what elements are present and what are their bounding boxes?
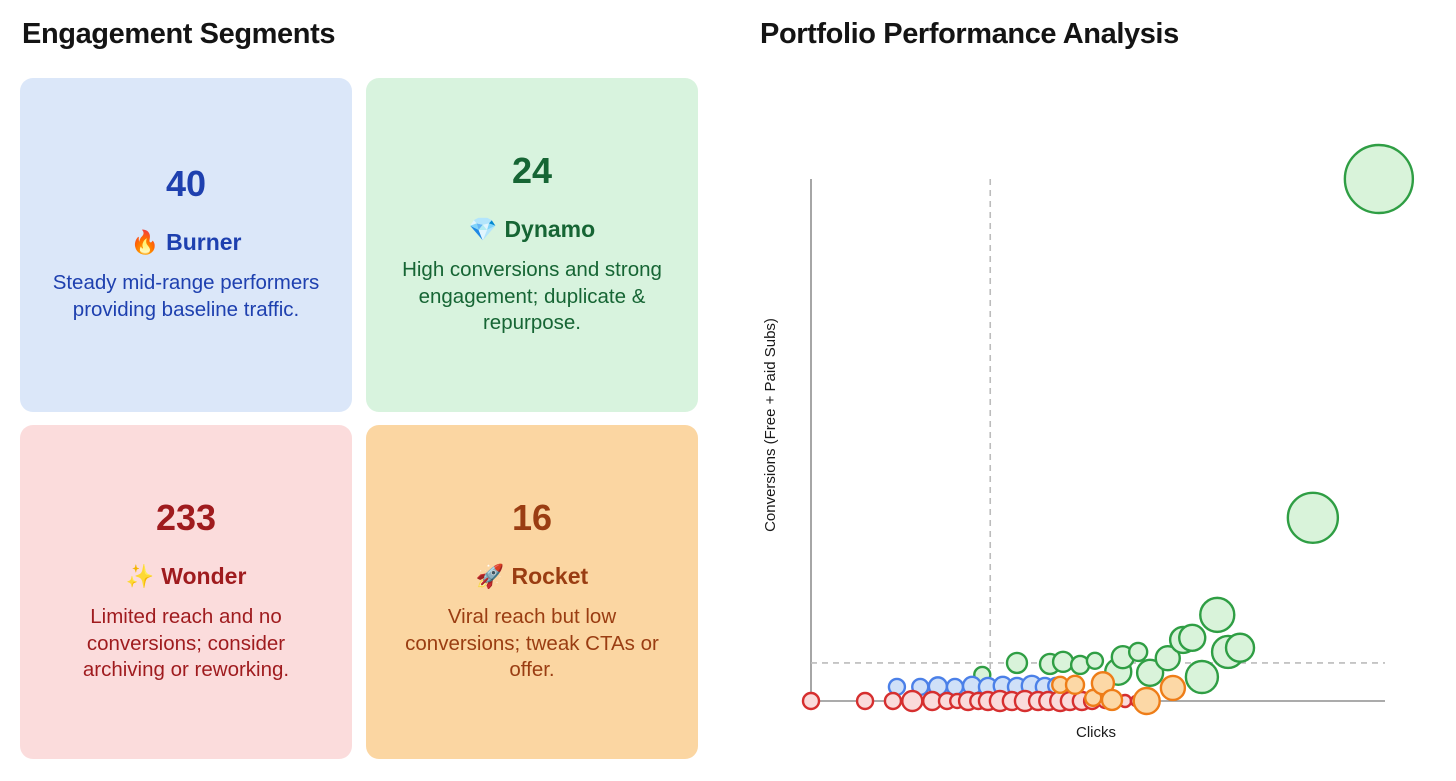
fire-icon: 🔥 [130, 229, 160, 256]
bubble-wonder [855, 691, 875, 711]
bubble-dynamo [1286, 491, 1340, 544]
y-axis-label: Conversions (Free + Paid Subs) [762, 318, 779, 532]
segment-name: Rocket [511, 563, 589, 590]
segment-card-burner: 40 🔥 Burner Steady mid-range performers p… [20, 78, 352, 412]
bubble-dynamo [1184, 659, 1220, 695]
segment-label: 🚀 Rocket [476, 563, 588, 590]
bubble-dynamo [1051, 650, 1075, 674]
segment-name: Wonder [161, 563, 247, 590]
segment-cards-grid: 40 🔥 Burner Steady mid-range performers p… [20, 78, 698, 759]
segment-description: Viral reach but low conversions; tweak C… [405, 605, 659, 682]
bubble-rocket [1159, 674, 1187, 702]
rocket-icon: 🚀 [475, 563, 505, 590]
bubble-dynamo [1085, 651, 1105, 671]
bubble-dynamo [1199, 596, 1236, 634]
bubble-wonder [801, 691, 821, 711]
bubble-wonder [883, 691, 903, 711]
bubble-wonder [901, 689, 924, 713]
segment-card-wonder: 233 ✨ Wonder Limited reach and no convers… [20, 425, 352, 759]
segment-description: Limited reach and no conversions; consid… [82, 605, 290, 682]
segment-card-dynamo: 24 💎 Dynamo High conversions and strong e… [366, 78, 698, 412]
segment-count: 40 [165, 163, 207, 205]
segment-label: 🔥 Burner [130, 229, 241, 256]
bubble-dynamo [1154, 644, 1181, 672]
engagement-segments-title: Engagement Segments [22, 18, 336, 50]
portfolio-performance-title: Portfolio Performance Analysis [760, 18, 1179, 50]
sparkles-icon: ✨ [125, 563, 155, 590]
segment-count: 16 [511, 497, 553, 539]
segment-label: ✨ Wonder [126, 563, 247, 590]
performance-scatter-chart: Conversions (Free + Paid Subs) Clicks [762, 143, 1415, 741]
x-axis-label: Clicks [1076, 724, 1116, 741]
bubble-dynamo [1005, 651, 1029, 675]
bubble-dynamo [1135, 658, 1165, 688]
bubble-rocket [1132, 686, 1161, 716]
bubble-rocket [1064, 674, 1086, 696]
segment-label: 💎 Dynamo [469, 216, 595, 243]
bubble-dynamo [1343, 143, 1415, 215]
gem-icon: 💎 [468, 216, 498, 243]
segment-count: 24 [511, 150, 553, 192]
segment-description: Steady mid-range performers providing ba… [52, 271, 320, 321]
segment-name: Burner [166, 229, 242, 256]
bubble-dynamo [1224, 632, 1256, 663]
segment-description: High conversions and strong engagement; … [402, 258, 662, 335]
bubble-dynamo [1127, 641, 1149, 663]
segment-name: Dynamo [504, 216, 596, 243]
bubble-rocket [1100, 688, 1124, 712]
segment-card-rocket: 16 🚀 Rocket Viral reach but low conversio… [366, 425, 698, 759]
segment-count: 233 [155, 497, 217, 539]
bubble-dynamo [1178, 623, 1207, 653]
